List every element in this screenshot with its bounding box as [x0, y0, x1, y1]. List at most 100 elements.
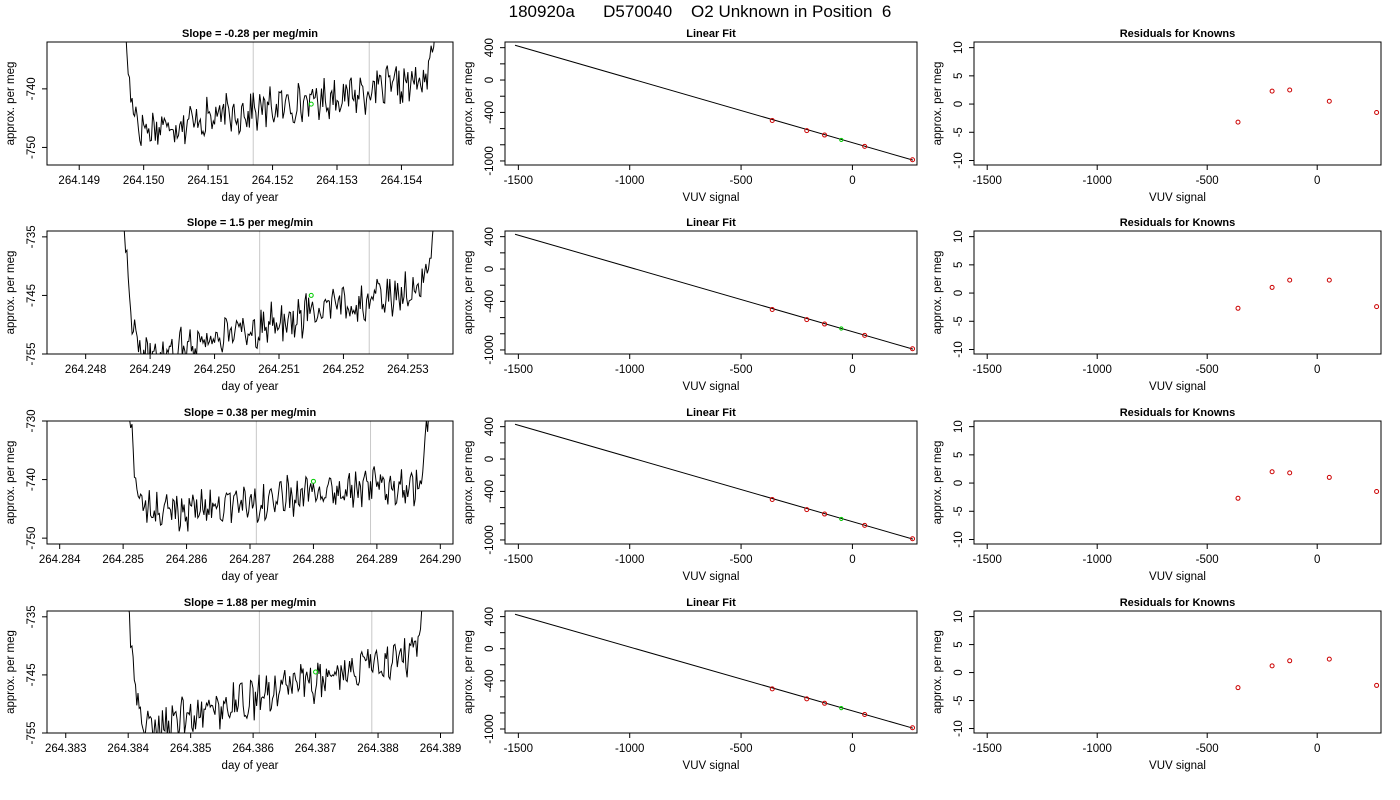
x-tick-label: -1500	[972, 554, 1001, 566]
x-tick-label: 264.386	[232, 743, 274, 755]
x-tick-label: -500	[1196, 175, 1219, 187]
y-tick-label: -740	[26, 468, 38, 491]
y-tick-label: 10	[953, 420, 965, 433]
data-point	[910, 346, 916, 352]
data-point	[862, 332, 868, 338]
data-point	[1287, 277, 1293, 283]
data-point	[1326, 474, 1332, 480]
x-axis-label: VUV signal	[683, 381, 740, 393]
plot-frame	[504, 420, 918, 545]
x-tick-label: -500	[730, 364, 753, 376]
data-point	[1269, 284, 1275, 290]
x-axis-label: day of year	[222, 381, 279, 393]
y-tick-label: -400	[484, 669, 496, 692]
x-tick-label: -1500	[504, 743, 533, 755]
x-tick-label: 264.289	[356, 554, 398, 566]
y-axis-label: approx. per meg	[932, 251, 944, 335]
plot-frame	[973, 230, 1382, 355]
y-tick-label: -745	[26, 284, 38, 307]
y-axis-label: approx. per meg	[932, 441, 944, 525]
panel-title: Residuals for Knowns	[1120, 407, 1236, 419]
y-tick-label: -1000	[484, 525, 496, 554]
y-axis-label: approx. per meg	[5, 630, 17, 714]
data-point	[769, 686, 775, 692]
plot-frame	[46, 420, 454, 545]
y-tick-label: -735	[26, 605, 38, 628]
data-point	[804, 696, 810, 702]
x-tick-label: 264.383	[45, 743, 87, 755]
panel-title: Residuals for Knowns	[1120, 28, 1236, 40]
y-tick-label: -5	[953, 695, 965, 705]
y-tick-label: -400	[484, 290, 496, 313]
x-tick-label: 0	[849, 175, 855, 187]
data-point	[910, 157, 916, 163]
panel-3: Slope = 0.38 per meg/min day of year appro…	[5, 407, 462, 583]
y-tick-label: -755	[26, 721, 38, 744]
data-point	[822, 132, 828, 138]
x-tick-label: -1000	[615, 364, 644, 376]
y-tick-label: -1000	[484, 146, 496, 175]
x-tick-label: 264.290	[420, 554, 462, 566]
x-tick-label: 264.288	[293, 554, 335, 566]
plot-frame	[504, 610, 918, 734]
y-tick-label: -745	[26, 663, 38, 686]
x-tick-label: 264.149	[58, 175, 100, 187]
data-point	[822, 700, 828, 706]
panel-title: Slope = 1.88 per meg/min	[184, 597, 317, 609]
panel-5: Linear Fit VUV signal approx. per meg -1500…	[463, 28, 918, 204]
figure-title: 180920a D570040 O2 Unknown in Position 6	[508, 2, 892, 21]
y-tick-label: 5	[953, 262, 965, 268]
x-tick-label: 264.248	[65, 364, 107, 376]
x-tick-label: -1500	[972, 364, 1001, 376]
x-tick-label: -500	[730, 554, 753, 566]
x-axis-label: VUV signal	[683, 571, 740, 583]
x-tick-label: 264.253	[387, 364, 429, 376]
panel-9: Residuals for Knowns VUV signal approx. pe…	[932, 28, 1382, 204]
x-tick-label: -1000	[1082, 554, 1111, 566]
y-tick-label: 5	[953, 452, 965, 458]
data-point	[1269, 88, 1275, 94]
data-point	[1235, 305, 1241, 311]
data-point	[804, 507, 810, 513]
data-point	[862, 143, 868, 149]
y-axis-label: approx. per meg	[932, 62, 944, 146]
y-tick-label: -1000	[484, 714, 496, 743]
unknown-marker	[308, 101, 314, 107]
panel-title: Slope = 1.5 per meg/min	[187, 217, 314, 229]
x-tick-label: -1500	[972, 743, 1001, 755]
y-tick-label: -10	[953, 531, 965, 548]
y-tick-label: -5	[953, 506, 965, 516]
y-tick-label: -10	[953, 152, 965, 169]
x-axis-label: VUV signal	[683, 192, 740, 204]
y-tick-label: -750	[26, 136, 38, 159]
panel-4: Slope = 1.88 per meg/min day of year appro…	[5, 597, 461, 772]
y-tick-label: 0	[953, 669, 965, 675]
y-axis-label: approx. per meg	[463, 441, 475, 525]
x-tick-label: -500	[1196, 554, 1219, 566]
y-axis-label: approx. per meg	[932, 630, 944, 714]
data-point	[1326, 656, 1332, 662]
y-tick-label: 400	[484, 227, 496, 246]
data-point	[862, 712, 868, 718]
data-point	[1287, 658, 1293, 664]
panel-12: Residuals for Knowns VUV signal approx. pe…	[932, 597, 1382, 772]
x-axis-label: VUV signal	[1149, 571, 1206, 583]
series-trace	[129, 421, 429, 532]
x-tick-label: 264.153	[316, 175, 358, 187]
x-tick-label: 264.250	[194, 364, 236, 376]
x-tick-label: -1000	[615, 554, 644, 566]
x-tick-label: -1000	[615, 175, 644, 187]
y-tick-label: -10	[953, 341, 965, 358]
y-tick-label: 0	[953, 480, 965, 486]
x-tick-label: 264.285	[102, 554, 144, 566]
series-trace	[125, 42, 435, 146]
y-tick-label: 0	[484, 77, 496, 83]
x-tick-label: 264.151	[187, 175, 229, 187]
y-axis-label: approx. per meg	[463, 62, 475, 146]
y-tick-label: 0	[484, 456, 496, 462]
y-axis-label: approx. per meg	[463, 630, 475, 714]
plot-frame	[973, 41, 1382, 166]
unknown-point	[839, 516, 844, 522]
panel-title: Slope = 0.38 per meg/min	[184, 407, 317, 419]
